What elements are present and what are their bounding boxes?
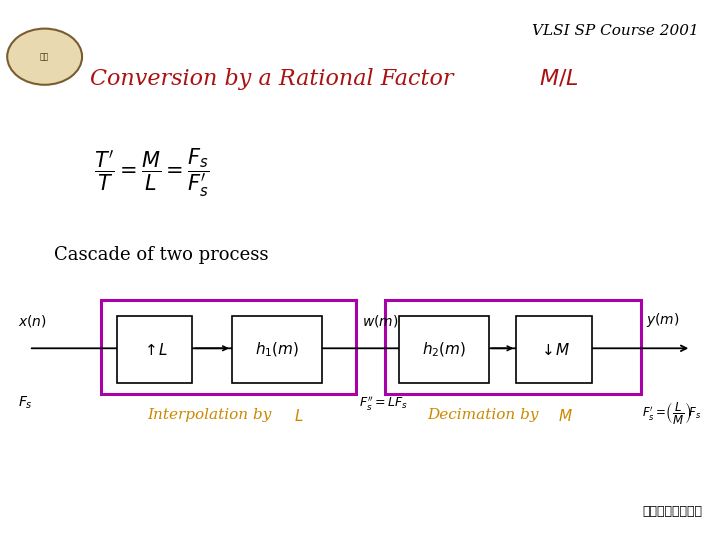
Text: $\uparrow\! L$: $\uparrow\! L$ xyxy=(142,342,167,357)
Bar xyxy=(516,316,592,383)
Text: Cascade of two process: Cascade of two process xyxy=(54,246,269,264)
Text: $\mathit{M/L}$: $\mathit{M/L}$ xyxy=(539,68,578,90)
Text: $F_s' = \!\left(\dfrac{L}{M}\right)\! F_s$: $F_s' = \!\left(\dfrac{L}{M}\right)\! F_… xyxy=(642,400,702,426)
Text: $M$: $M$ xyxy=(558,408,572,424)
Text: Interpolation by: Interpolation by xyxy=(148,408,277,422)
Text: $F_s'' = LF_s$: $F_s'' = LF_s$ xyxy=(359,394,408,412)
Text: $F_s$: $F_s$ xyxy=(18,394,33,410)
Text: $h_2(m)$: $h_2(m)$ xyxy=(422,340,466,359)
Text: $\downarrow\! M$: $\downarrow\! M$ xyxy=(539,342,570,357)
Bar xyxy=(385,300,641,394)
Text: Conversion by a Rational Factor: Conversion by a Rational Factor xyxy=(90,68,461,90)
Text: $\dfrac{T'}{T} = \dfrac{M}{L} = \dfrac{F_s}{F_s'}$: $\dfrac{T'}{T} = \dfrac{M}{L} = \dfrac{F… xyxy=(94,146,210,199)
Text: $h_1(m)$: $h_1(m)$ xyxy=(255,340,299,359)
Bar xyxy=(101,300,356,394)
Text: 台大電機系楊家字: 台大電機系楊家字 xyxy=(642,505,702,518)
Bar xyxy=(232,316,322,383)
Text: $x(n)$: $x(n)$ xyxy=(18,313,47,329)
Text: 臺大: 臺大 xyxy=(40,52,49,61)
Text: Decimation by: Decimation by xyxy=(427,408,544,422)
Bar xyxy=(399,316,489,383)
Circle shape xyxy=(7,29,82,85)
Text: VLSI SP Course 2001: VLSI SP Course 2001 xyxy=(531,24,698,38)
Text: $w(m)$: $w(m)$ xyxy=(362,313,399,329)
Text: $L$: $L$ xyxy=(294,408,303,424)
Text: $y(m)$: $y(m)$ xyxy=(646,312,680,329)
Bar xyxy=(117,316,192,383)
